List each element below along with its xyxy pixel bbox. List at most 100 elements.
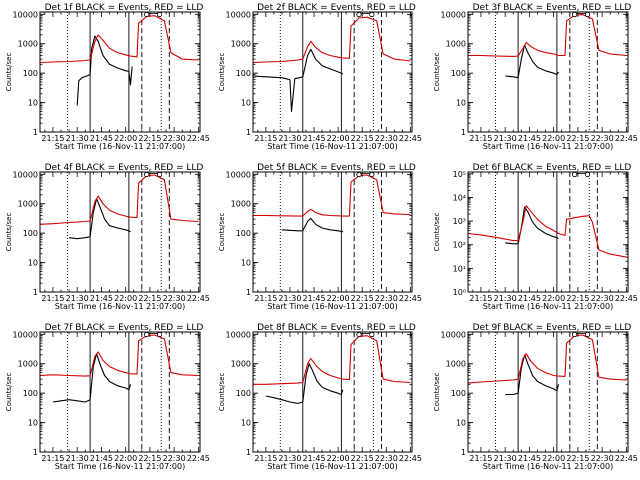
x-axis-label: Start Time (16-Nov-11 21:07:00) bbox=[267, 302, 397, 311]
x-tick-label: 22:00 bbox=[114, 454, 137, 463]
x-tick-label: 22:45 bbox=[399, 294, 422, 303]
y-tick-label: 10⁴ bbox=[453, 193, 466, 202]
x-tick-label: 21:30 bbox=[66, 294, 89, 303]
x-tick-label: 22:15 bbox=[138, 454, 161, 463]
series-lld-line bbox=[39, 15, 199, 64]
x-tick-label: 21:30 bbox=[66, 134, 89, 143]
x-tick-label: 22:15 bbox=[351, 454, 374, 463]
y-tick-label: 10000 bbox=[226, 170, 251, 179]
x-tick-label: 21:45 bbox=[302, 454, 325, 463]
x-tick-label: 22:00 bbox=[114, 134, 137, 143]
x-axis-label: Start Time (16-Nov-11 21:07:00) bbox=[55, 302, 185, 311]
y-tick-label: 10 bbox=[241, 419, 251, 428]
x-tick-label: 21:45 bbox=[90, 294, 113, 303]
x-tick-label: 22:00 bbox=[327, 134, 350, 143]
attenuator-marker bbox=[572, 11, 578, 18]
attenuator-marker bbox=[369, 331, 375, 338]
y-tick-label: 10² bbox=[453, 241, 466, 250]
y-tick-label: 10⁵ bbox=[453, 170, 466, 179]
y-tick-label: 1 bbox=[33, 288, 38, 297]
x-tick-label: 22:45 bbox=[615, 134, 638, 143]
attenuator-marker bbox=[356, 171, 362, 178]
y-tick-label: 100 bbox=[23, 229, 38, 238]
y-tick-label: 1 bbox=[246, 288, 251, 297]
plot-frame bbox=[467, 171, 629, 293]
y-tick-label: 1000 bbox=[231, 200, 251, 209]
series-lld-line bbox=[467, 205, 627, 258]
x-tick-label: 22:00 bbox=[542, 134, 565, 143]
x-tick-label: 21:15 bbox=[469, 294, 492, 303]
y-axis-label: Counts/sec bbox=[218, 53, 226, 92]
x-tick-label: 21:45 bbox=[302, 134, 325, 143]
y-axis-label: Counts/sec bbox=[5, 213, 13, 252]
y-tick-label: 10 bbox=[28, 419, 38, 428]
series-lld-line bbox=[39, 174, 199, 225]
panel-det-7: Det 7f BLACK = Events, RED = LLD Counts/s… bbox=[5, 323, 210, 471]
attenuator-marker bbox=[356, 331, 362, 338]
attenuator-marker bbox=[144, 11, 150, 18]
series-lld-line bbox=[467, 334, 627, 384]
x-tick-label: 21:15 bbox=[469, 134, 492, 143]
x-tick-label: 22:15 bbox=[566, 294, 589, 303]
plot-frame bbox=[39, 171, 201, 293]
y-tick-label: 10000 bbox=[226, 10, 251, 19]
attenuator-marker bbox=[572, 331, 578, 338]
x-tick-label: 22:45 bbox=[615, 294, 638, 303]
x-tick-label: 22:45 bbox=[187, 134, 210, 143]
x-tick-label: 22:30 bbox=[591, 294, 614, 303]
series-events-line bbox=[505, 206, 559, 245]
x-tick-label: 22:00 bbox=[327, 454, 350, 463]
x-axis-label: Start Time (16-Nov-11 21:07:00) bbox=[267, 462, 397, 471]
y-axis-label: Counts/sec bbox=[433, 53, 441, 92]
x-tick-label: 21:30 bbox=[494, 134, 517, 143]
y-tick-label: 1 bbox=[246, 128, 251, 137]
y-tick-label: 1000 bbox=[231, 360, 251, 369]
x-tick-label: 21:30 bbox=[494, 454, 517, 463]
series-events-line bbox=[69, 198, 131, 240]
panel-title: Det 4f BLACK = Events, RED = LLD bbox=[45, 163, 204, 173]
x-tick-label: 22:00 bbox=[327, 294, 350, 303]
panel-title: Det 3f BLACK = Events, RED = LLD bbox=[473, 3, 632, 13]
x-tick-label: 22:30 bbox=[375, 134, 398, 143]
x-tick-label: 21:45 bbox=[302, 294, 325, 303]
panel-det-4: Det 4f BLACK = Events, RED = LLD Counts/s… bbox=[5, 163, 210, 311]
series-lld-line bbox=[39, 334, 199, 377]
series-events-line bbox=[252, 48, 344, 112]
x-tick-label: 21:30 bbox=[278, 454, 301, 463]
x-tick-label: 22:30 bbox=[163, 454, 186, 463]
x-tick-label: 22:00 bbox=[542, 294, 565, 303]
y-tick-label: 10000 bbox=[13, 170, 38, 179]
x-tick-label: 22:30 bbox=[591, 134, 614, 143]
panel-title: Det 1f BLACK = Events, RED = LLD bbox=[45, 3, 204, 13]
x-tick-label: 22:15 bbox=[351, 294, 374, 303]
y-tick-label: 10³ bbox=[453, 217, 466, 226]
x-tick-label: 22:00 bbox=[542, 454, 565, 463]
y-tick-label: 10¹ bbox=[453, 264, 466, 273]
y-tick-label: 1 bbox=[33, 448, 38, 457]
attenuator-marker bbox=[144, 331, 150, 338]
x-tick-label: 21:30 bbox=[278, 134, 301, 143]
x-tick-label: 22:45 bbox=[399, 134, 422, 143]
panel-det-6: Det 6f BLACK = Events, RED = LLD Counts/s… bbox=[433, 163, 638, 311]
x-tick-label: 22:30 bbox=[375, 294, 398, 303]
panel-title: Det 2f BLACK = Events, RED = LLD bbox=[257, 3, 416, 13]
y-tick-label: 10 bbox=[456, 419, 466, 428]
x-tick-label: 22:15 bbox=[566, 454, 589, 463]
attenuator-marker bbox=[356, 11, 362, 18]
x-tick-label: 22:45 bbox=[399, 454, 422, 463]
panel-det-2: Det 2f BLACK = Events, RED = LLD Counts/s… bbox=[218, 3, 422, 151]
y-tick-label: 100 bbox=[451, 69, 466, 78]
y-tick-label: 1000 bbox=[18, 360, 38, 369]
series-lld-line bbox=[253, 174, 411, 217]
y-tick-label: 1000 bbox=[18, 200, 38, 209]
y-tick-label: 1000 bbox=[231, 40, 251, 49]
y-tick-label: 1 bbox=[461, 448, 466, 457]
y-tick-label: 10 bbox=[241, 259, 251, 268]
series-lld-line bbox=[252, 16, 411, 64]
x-tick-label: 21:15 bbox=[41, 454, 64, 463]
y-tick-label: 10000 bbox=[13, 10, 38, 19]
x-tick-label: 21:15 bbox=[469, 454, 492, 463]
series-lld-line bbox=[468, 14, 627, 57]
plot-frame bbox=[467, 331, 629, 453]
